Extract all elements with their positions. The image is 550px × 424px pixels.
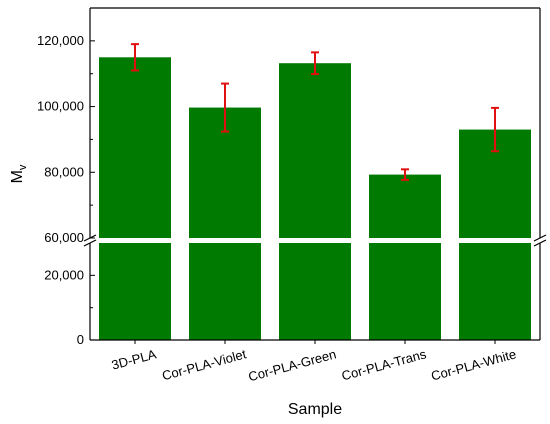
y-tick-label: 0 [77,332,84,347]
y-tick-label: 20,000 [44,267,84,282]
y-ticks-layer: 0 20,000 60,000 80,000 100,000 120,000 [37,33,95,347]
error-bars-layer [131,43,499,181]
x-tick-label: Cor-PLA-Violet [160,346,248,383]
error-bar-cor-pla-trans [401,168,409,181]
bars-layer [99,57,531,341]
y-axis-title-main: M [9,170,26,183]
y-tick-label: 120,000 [37,33,84,48]
bar-cor-pla-white [459,129,531,340]
bar-cor-pla-trans [369,174,441,340]
x-tick-label: Cor-PLA-White [429,346,517,383]
bar-3d-pla [99,57,171,341]
error-bar-cor-pla-green [311,51,319,76]
axis-break-band [89,238,550,243]
error-bar-3d-pla [131,43,139,72]
x-tick-label: 3D-PLA [110,346,158,372]
axis-break-gap [89,238,550,243]
x-tick-label: Cor-PLA-Trans [340,346,428,383]
error-bar-cor-pla-violet [221,82,229,133]
y-tick-label: 80,000 [44,164,84,179]
bar-cor-pla-green [279,63,351,340]
x-axis-title: Sample [288,401,342,418]
y-tick-label: 60,000 [44,230,84,245]
error-bar-cor-pla-white [491,106,499,153]
y-tick-label: 100,000 [37,99,84,114]
y-axis-title: Mv [9,164,29,183]
bar-cor-pla-violet [189,107,261,340]
x-tick-label: Cor-PLA-Green [247,346,338,384]
y-axis-title-subscript: v [17,164,29,170]
